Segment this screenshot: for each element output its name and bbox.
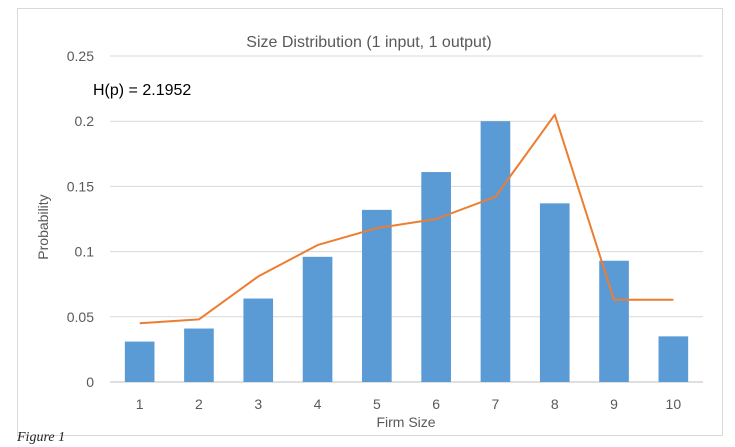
bar: [539, 203, 570, 382]
y-tick-label: 0.1: [75, 244, 95, 260]
y-tick-label: 0.2: [75, 113, 95, 129]
entropy-annotation: H(p) = 2.1952: [93, 82, 191, 99]
x-tick-label: 5: [373, 396, 381, 412]
chart-svg: Size Distribution (1 input, 1 output) H(…: [35, 34, 703, 430]
bar-series: [124, 121, 689, 382]
bar: [184, 328, 214, 382]
x-axis-ticks: 1 2 3 4 5 6 7 8 9 10: [136, 396, 682, 412]
y-axis-ticks: 0 0.05 0.1 0.15 0.2 0.25: [67, 48, 94, 390]
y-tick-label: 0.25: [67, 48, 94, 64]
line-series: [139, 113, 674, 325]
bar: [243, 298, 274, 382]
x-tick-label: 7: [492, 396, 500, 412]
chart-title: Size Distribution (1 input, 1 output): [246, 34, 491, 51]
bar: [480, 121, 511, 382]
bar: [124, 341, 155, 382]
y-tick-label: 0: [86, 374, 94, 390]
x-tick-label: 6: [432, 396, 440, 412]
x-tick-label: 10: [666, 396, 682, 412]
bar: [362, 209, 392, 382]
x-tick-label: 3: [254, 396, 262, 412]
x-tick-label: 8: [551, 396, 559, 412]
bar: [599, 260, 629, 382]
x-tick-label: 4: [314, 396, 322, 412]
bar: [421, 172, 451, 382]
figure-caption: Figure 1: [17, 430, 66, 445]
x-tick-label: 2: [195, 396, 203, 412]
bar: [658, 336, 689, 382]
chart-frame: Size Distribution (1 input, 1 output) H(…: [17, 8, 723, 436]
x-tick-label: 1: [136, 396, 144, 412]
x-tick-label: 9: [610, 396, 618, 412]
y-axis-label: Probability: [35, 194, 51, 259]
x-axis-label: Firm Size: [376, 414, 435, 430]
series-line: [139, 113, 674, 325]
bar: [302, 256, 333, 382]
y-tick-label: 0.15: [67, 178, 94, 194]
y-tick-label: 0.05: [67, 309, 94, 325]
